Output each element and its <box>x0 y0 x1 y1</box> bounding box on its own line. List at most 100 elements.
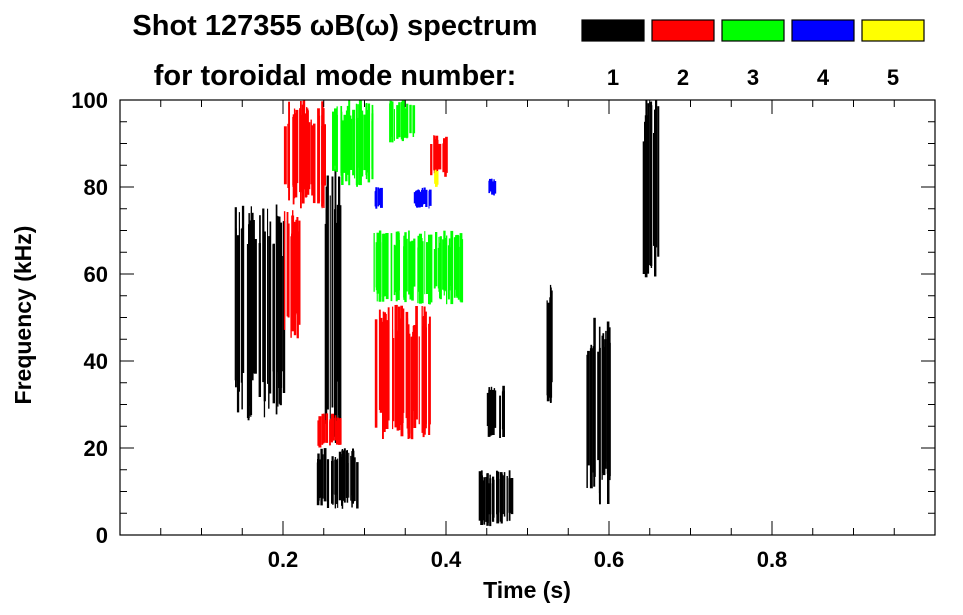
mode-3-streak <box>375 247 379 291</box>
mode-4-streak <box>421 189 424 205</box>
chart-subtitle: for toroidal mode number: <box>154 60 517 92</box>
mode-2-streak <box>329 421 331 446</box>
mode-3-streak <box>451 248 453 298</box>
mode-1-streak <box>356 462 359 509</box>
y-tick-label: 80 <box>84 175 108 200</box>
mode-1-streak <box>326 459 330 508</box>
mode-4-region <box>488 178 497 196</box>
y-tick-label: 60 <box>84 262 108 287</box>
mode-3-streak <box>409 241 412 300</box>
mode-1-region <box>316 448 359 509</box>
mode-1-streak <box>510 479 513 513</box>
mode-2-streak <box>392 306 394 430</box>
mode-3-streak <box>404 232 407 303</box>
mode-2-streak <box>433 136 436 174</box>
y-tick-label: 20 <box>84 436 108 461</box>
mode-1-region <box>478 470 514 527</box>
mode-2-streak <box>430 144 433 176</box>
mode-1-region <box>586 317 611 505</box>
mode-1-streak <box>551 290 553 383</box>
y-tick-label: 100 <box>71 88 108 113</box>
mode-3-streak <box>429 234 433 303</box>
mode-4-streak <box>378 188 382 206</box>
mode-4-streak <box>428 189 432 206</box>
legend-label-4: 4 <box>817 65 830 90</box>
mode-2-streak <box>397 330 400 407</box>
spectrum-data <box>234 100 660 527</box>
mode-2-streak <box>296 217 299 315</box>
mode-2-streak <box>294 113 298 198</box>
mode-3-region <box>373 230 464 305</box>
mode-1-streak <box>502 390 505 437</box>
mode-1-streak <box>485 477 488 522</box>
mode-3-streak <box>332 111 335 171</box>
mode-3-streak <box>403 235 406 300</box>
mode-5-streak <box>434 170 437 184</box>
mode-3-streak <box>433 249 436 289</box>
mode-2-streak <box>283 126 287 185</box>
mode-1-streak <box>653 133 655 246</box>
mode-3-streak <box>409 104 412 134</box>
mode-1-streak <box>337 458 339 508</box>
mode-1-streak <box>263 234 266 418</box>
legend-swatch-3 <box>721 19 785 42</box>
mode-2-region <box>374 304 431 440</box>
x-axis-label: Time (s) <box>483 577 571 603</box>
mode-2-streak <box>290 236 292 338</box>
mode-1-streak <box>331 176 334 408</box>
mode-1-region <box>642 100 660 278</box>
mode-2-streak <box>323 124 326 186</box>
mode-1-streak <box>546 302 550 402</box>
mode-3-streak <box>382 233 385 302</box>
mode-1-region <box>324 169 342 443</box>
mode-4-streak <box>415 190 417 206</box>
mode-2-streak <box>292 117 296 187</box>
mode-1-streak <box>258 243 261 397</box>
legend-label-1: 1 <box>607 65 619 90</box>
mode-1-streak <box>277 222 279 407</box>
mode-1-streak <box>248 213 250 416</box>
mode-2-streak <box>421 306 423 425</box>
mode-2-streak <box>412 325 416 411</box>
mode-2-streak <box>298 220 301 325</box>
mode-2-streak <box>312 125 316 190</box>
mode-3-streak <box>404 108 407 138</box>
mode-1-streak <box>322 454 324 499</box>
mode-4-streak <box>423 187 426 204</box>
mode-3-streak <box>352 109 356 176</box>
mode-2-region <box>430 135 448 179</box>
mode-3-streak <box>377 242 380 292</box>
mode-1-streak <box>348 452 350 498</box>
mode-1-streak <box>493 390 497 428</box>
mode-2-streak <box>283 211 286 330</box>
mode-3-streak <box>457 246 460 300</box>
mode-1-streak <box>341 456 343 506</box>
mode-1-streak <box>492 476 495 522</box>
mode-3-streak <box>445 237 447 292</box>
mode-2-streak <box>301 109 305 204</box>
mode-3-streak <box>443 230 446 291</box>
mode-3-streak <box>413 241 416 286</box>
mode-1-region <box>234 204 286 421</box>
mode-1-streak <box>657 106 660 257</box>
legend-label-2: 2 <box>677 65 689 90</box>
mode-4-streak <box>489 178 492 192</box>
mode-3-streak <box>456 242 458 291</box>
mode-1-streak <box>320 448 323 506</box>
mode-1-region <box>546 284 553 403</box>
mode-1-region <box>486 385 505 438</box>
mode-3-streak <box>396 231 400 292</box>
x-tick-label: 0.4 <box>431 547 462 572</box>
mode-2-streak <box>318 416 322 448</box>
mode-3-streak <box>406 103 409 138</box>
mode-1-streak <box>238 212 240 392</box>
mode-3-streak <box>412 107 415 137</box>
mode-2-streak <box>382 323 384 413</box>
legend-swatch-4 <box>791 19 855 42</box>
mode-1-streak <box>248 220 252 378</box>
mode-4-region <box>374 187 383 209</box>
mode-1-streak <box>650 116 652 261</box>
mode-3-streak <box>460 239 464 303</box>
mode-2-streak <box>336 420 339 443</box>
mode-3-streak <box>391 101 394 143</box>
